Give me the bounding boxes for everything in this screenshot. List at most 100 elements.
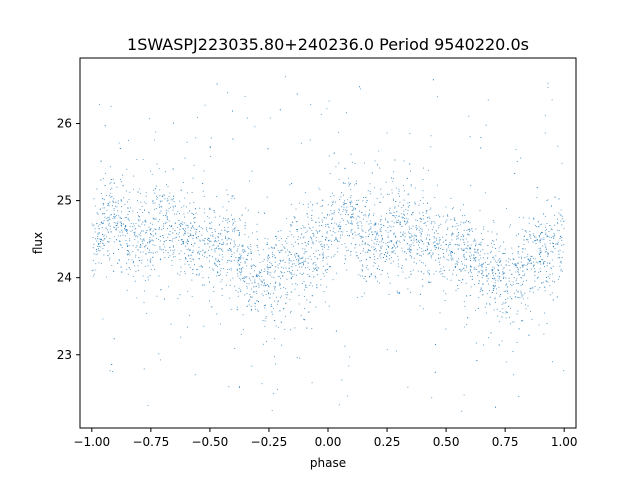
data-point xyxy=(418,204,420,206)
data-point xyxy=(394,206,396,208)
data-point xyxy=(122,234,124,236)
data-point xyxy=(467,245,469,247)
data-point xyxy=(460,224,462,226)
data-point xyxy=(520,276,522,279)
data-point xyxy=(480,244,482,246)
data-point xyxy=(304,227,306,229)
data-point xyxy=(422,190,424,192)
data-point xyxy=(110,214,112,216)
data-point xyxy=(546,281,548,283)
data-point xyxy=(269,293,272,295)
data-point xyxy=(510,307,512,309)
data-point xyxy=(344,200,346,202)
data-point xyxy=(287,270,289,273)
data-point xyxy=(193,264,196,266)
data-point xyxy=(553,236,555,238)
data-point xyxy=(239,244,241,246)
data-point xyxy=(538,235,540,237)
data-point xyxy=(546,323,548,325)
data-point xyxy=(150,170,152,172)
data-point xyxy=(311,382,313,384)
data-point xyxy=(508,277,510,279)
data-point xyxy=(266,242,268,244)
data-point xyxy=(484,192,486,194)
data-point xyxy=(448,259,450,261)
data-point xyxy=(279,284,281,286)
data-point xyxy=(241,245,243,247)
data-point xyxy=(143,230,145,232)
data-point xyxy=(173,201,175,203)
data-point xyxy=(477,307,479,309)
data-point xyxy=(288,271,290,273)
data-point xyxy=(215,264,217,266)
data-point xyxy=(359,275,362,277)
data-point xyxy=(520,302,522,304)
data-point xyxy=(561,244,563,246)
data-point xyxy=(493,240,495,242)
data-point xyxy=(110,178,112,181)
data-point xyxy=(353,208,355,210)
data-point xyxy=(499,295,501,297)
data-point xyxy=(207,237,209,239)
data-point xyxy=(350,231,352,233)
data-point xyxy=(487,263,489,265)
data-point xyxy=(393,245,395,247)
data-point xyxy=(158,275,160,277)
data-point xyxy=(232,228,234,230)
data-point xyxy=(374,238,376,240)
data-point xyxy=(478,265,480,267)
data-point xyxy=(454,263,456,265)
data-point xyxy=(250,305,252,307)
data-point xyxy=(529,262,531,264)
data-point xyxy=(498,259,500,261)
data-point xyxy=(232,224,234,226)
data-point xyxy=(248,248,250,250)
data-point xyxy=(161,228,163,230)
data-point xyxy=(397,259,400,261)
data-point xyxy=(421,239,423,241)
data-point xyxy=(399,201,401,203)
data-point xyxy=(219,254,221,256)
data-point xyxy=(375,277,377,279)
data-point xyxy=(167,198,169,200)
data-point xyxy=(499,261,501,263)
data-point xyxy=(314,267,316,269)
data-point xyxy=(440,270,442,272)
data-point xyxy=(466,295,468,297)
data-point xyxy=(298,202,301,204)
data-point xyxy=(470,269,472,271)
data-point xyxy=(325,217,327,219)
data-point xyxy=(221,295,223,297)
data-point xyxy=(482,344,485,346)
data-point xyxy=(293,263,295,265)
data-point xyxy=(443,290,445,292)
data-point xyxy=(390,240,392,242)
data-point xyxy=(511,298,513,300)
data-point xyxy=(226,243,229,245)
data-point xyxy=(361,275,364,277)
data-point xyxy=(453,269,455,271)
data-point xyxy=(258,284,260,286)
data-point xyxy=(104,234,106,236)
data-point xyxy=(417,244,420,246)
data-point xyxy=(292,221,294,223)
data-point xyxy=(426,234,429,236)
data-point xyxy=(420,218,422,220)
data-point xyxy=(141,223,143,225)
data-point xyxy=(353,184,355,186)
data-point xyxy=(244,294,246,296)
data-point xyxy=(203,325,205,327)
data-point xyxy=(225,284,227,286)
data-point xyxy=(437,233,439,235)
data-point xyxy=(113,182,115,184)
data-point xyxy=(264,304,266,306)
data-point xyxy=(192,273,194,275)
data-point xyxy=(192,250,194,252)
data-point xyxy=(460,269,462,271)
data-point xyxy=(187,232,189,234)
data-point xyxy=(134,233,136,235)
data-point xyxy=(208,217,210,219)
data-point xyxy=(469,251,471,254)
data-point xyxy=(380,201,382,203)
data-point xyxy=(259,272,261,274)
